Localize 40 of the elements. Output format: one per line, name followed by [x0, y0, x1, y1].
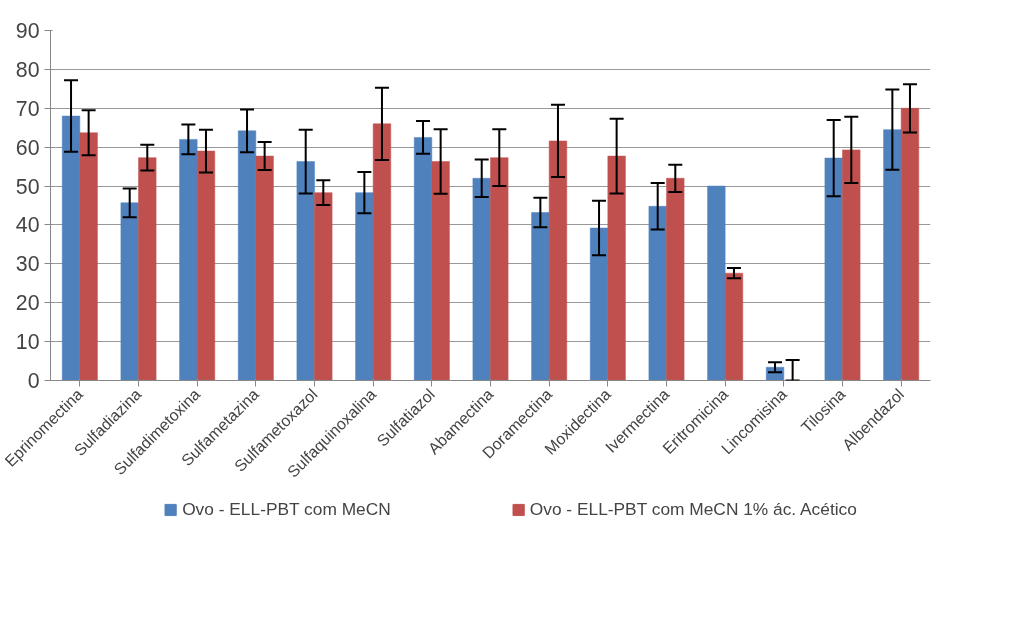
bar	[79, 132, 98, 381]
bar	[255, 155, 274, 381]
bar	[61, 115, 81, 381]
legend-label: Ovo - ELL-PBT com MeCN 1% ác. Acético	[529, 498, 857, 520]
y-tick-label: 0	[27, 369, 40, 393]
y-tick-label: 90	[15, 19, 40, 43]
bar	[648, 206, 667, 381]
bar	[824, 157, 843, 381]
y-tick-label: 20	[15, 291, 40, 316]
bar	[296, 161, 315, 381]
bar	[666, 178, 685, 381]
bar	[179, 139, 198, 381]
bar	[431, 161, 450, 381]
bar	[413, 137, 433, 381]
y-tick-label: 80	[15, 57, 40, 82]
bar	[900, 108, 920, 381]
bar	[237, 130, 257, 381]
bar	[372, 123, 392, 381]
bar	[196, 150, 216, 381]
bar	[707, 185, 726, 381]
y-tick-label: 50	[15, 174, 40, 199]
legend-label: Ovo - ELL-PBT com MeCN	[182, 498, 391, 520]
bar	[842, 149, 861, 381]
y-tick-label: 10	[15, 330, 40, 355]
bar	[531, 212, 550, 381]
bar	[607, 155, 626, 381]
bar	[589, 227, 609, 381]
bar	[490, 157, 509, 381]
bar	[138, 157, 157, 381]
bar	[314, 192, 333, 381]
y-tick-label: 40	[15, 213, 40, 238]
bar	[355, 192, 374, 381]
bar	[120, 202, 139, 381]
bar	[548, 140, 568, 381]
bar	[472, 178, 491, 381]
y-tick-label: 30	[15, 252, 40, 277]
y-tick-label: 70	[15, 96, 40, 121]
bar	[883, 129, 902, 381]
bar	[724, 272, 744, 381]
y-tick-label: 60	[15, 135, 40, 160]
